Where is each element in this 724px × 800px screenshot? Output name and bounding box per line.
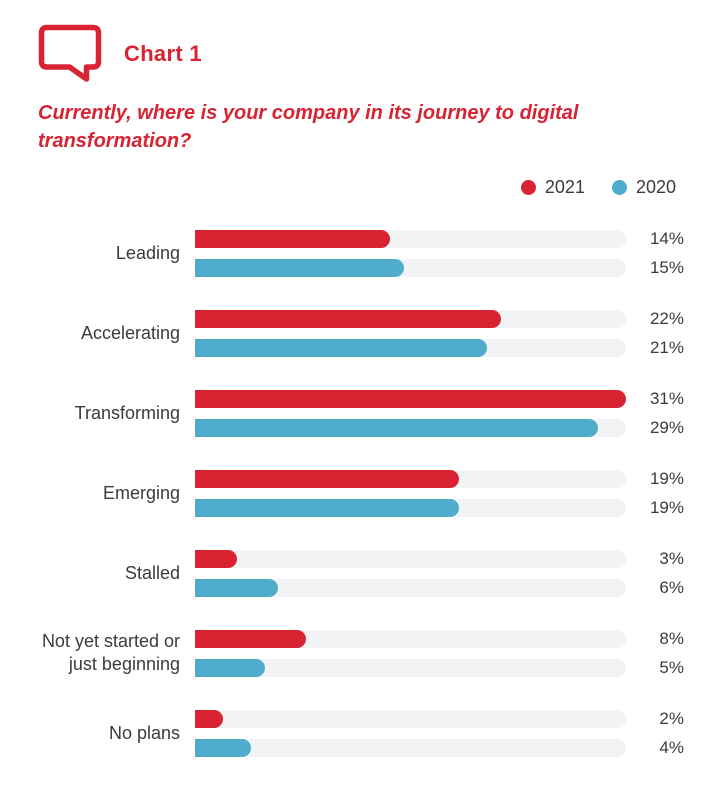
bar-track-2020 [195,338,626,357]
category-label: Emerging [102,482,180,503]
bar-line-2021: 3% [195,548,684,568]
bar-value-2020: 6% [659,577,684,597]
bar-value-2020: 21% [649,337,684,357]
bars-group: 19% 19% [195,468,684,517]
speech-bubble-icon [38,24,102,82]
legend-label: 2021 [544,176,585,197]
bar-value-2021: 19% [649,468,684,488]
bar-track-2021 [195,629,626,648]
bar-track-2020 [195,418,626,437]
bar-fill-2021 [195,309,501,328]
bar-track-2020 [195,498,626,517]
chart-row: Transforming 31% 29% [38,388,684,437]
chart-question: Currently, where is your company in its … [38,99,684,156]
bar-value-2021: 22% [649,308,684,328]
chart-row: Emerging 19% 19% [38,468,684,517]
chart-row: Stalled 3% 6% [38,548,684,597]
chart-row: Not yet started or just beginning 8% 5% [38,628,684,677]
bars-group: 14% 15% [195,228,684,277]
bar-value-2020: 4% [659,737,684,757]
bar-line-2020: 21% [195,337,684,357]
bar-value-2021: 2% [659,708,684,728]
bar-value-2020: 5% [659,657,684,677]
bar-fill-2021 [195,229,390,248]
bar-value-2020: 15% [649,257,684,277]
bars-group: 2% 4% [195,708,684,757]
bar-value-2021: 31% [649,388,684,408]
chart-badge-label: Chart 1 [124,40,202,66]
category-label: Stalled [124,562,180,583]
category-label: Accelerating [80,322,180,343]
bar-line-2021: 31% [195,388,684,408]
legend-dot-icon-2020 [611,179,627,195]
bar-track-2020 [195,658,626,677]
bar-track-2021 [195,309,626,328]
bars-group: 22% 21% [195,308,684,357]
bars-group: 8% 5% [195,628,684,677]
bar-fill-2021 [195,549,237,568]
legend-item-2020: 2020 [611,176,676,198]
category-label: Not yet started or just beginning [41,630,180,675]
bar-track-2021 [195,389,626,408]
category-label: Transforming [74,402,180,423]
bar-line-2020: 15% [195,257,684,277]
chart-row: No plans 2% 4% [38,708,684,757]
bar-track-2021 [195,469,626,488]
bar-line-2020: 6% [195,577,684,597]
bar-line-2021: 22% [195,308,684,328]
bar-value-2021: 8% [659,628,684,648]
bar-value-2021: 3% [659,548,684,568]
chart-row: Leading 14% 15% [38,228,684,277]
bar-line-2021: 8% [195,628,684,648]
chart-question-line2: transformation? [38,130,192,153]
category-label: No plans [108,722,180,743]
chart-row: Accelerating 22% 21% [38,308,684,357]
bar-track-2021 [195,229,626,248]
bar-fill-2020 [195,338,487,357]
legend-dot-icon-2021 [520,179,536,195]
bar-chart: Leading 14% 15% Accelerating 22% 21% Tra… [38,228,684,757]
chart-question-line1: Currently, where is your company in its … [38,102,579,124]
bars-group: 31% 29% [195,388,684,437]
bar-fill-2020 [195,258,404,277]
bar-fill-2020 [195,498,460,517]
bar-fill-2020 [195,578,279,597]
bars-group: 3% 6% [195,548,684,597]
bar-value-2021: 14% [649,228,684,248]
bar-line-2021: 14% [195,228,684,248]
bar-value-2020: 19% [649,497,684,517]
bar-track-2020 [195,578,626,597]
bar-line-2021: 2% [195,708,684,728]
chart-header: Chart 1 [38,24,684,83]
bar-track-2021 [195,549,626,568]
bar-fill-2020 [195,658,265,677]
bar-fill-2021 [195,469,460,488]
bar-fill-2020 [195,418,599,437]
bar-line-2020: 29% [195,417,684,437]
bar-value-2020: 29% [649,417,684,437]
bar-track-2021 [195,709,626,728]
legend-item-2021: 2021 [520,176,585,198]
bar-line-2021: 19% [195,468,684,488]
bar-track-2020 [195,258,626,277]
bar-fill-2021 [195,389,626,408]
bar-track-2020 [195,738,626,757]
chart-legend: 2021 2020 [38,177,684,198]
legend-label: 2020 [635,176,676,197]
bar-line-2020: 19% [195,497,684,517]
bar-fill-2020 [195,738,251,757]
bar-line-2020: 5% [195,657,684,677]
bar-fill-2021 [195,709,223,728]
bar-line-2020: 4% [195,737,684,757]
category-label: Leading [115,242,180,263]
bar-fill-2021 [195,629,307,648]
